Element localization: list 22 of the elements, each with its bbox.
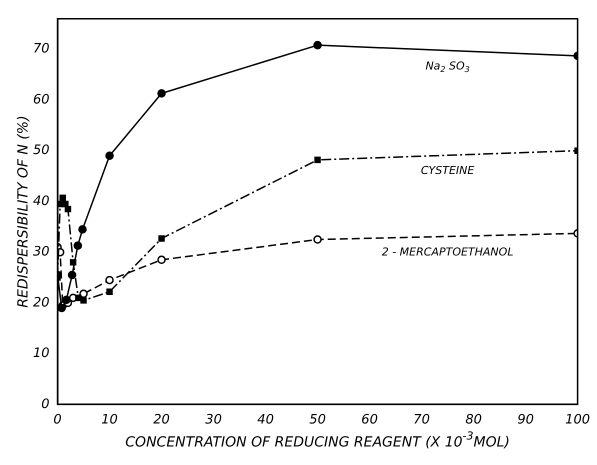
x-tick-label: 50 xyxy=(309,412,326,428)
x-tick-label: 70 xyxy=(413,412,430,428)
x-tick-label: 90 xyxy=(517,412,534,428)
x-tick-label: 100 xyxy=(565,412,590,428)
y-tick-label: 70 xyxy=(32,42,50,57)
x-tick-label: 10 xyxy=(101,412,118,428)
y-tick-label: 40 xyxy=(32,194,50,209)
y-tick-label: 50 xyxy=(32,143,50,158)
y-axis-title: REDISPERSIBILITY OF N (%) xyxy=(16,115,32,308)
x-tick-label: 30 xyxy=(205,412,222,428)
series-label: CYSTEINE xyxy=(420,164,474,178)
x-tick-label: 0 xyxy=(53,412,62,428)
y-tick-label: 20 xyxy=(32,295,50,310)
y-tick-label: 0 xyxy=(41,396,50,412)
x-tick-label: 60 xyxy=(361,412,378,428)
y-tick-label: 10 xyxy=(32,346,50,362)
x-tick-label: 80 xyxy=(465,412,482,428)
x-tick-label: 40 xyxy=(257,412,274,428)
series-label: 2 - MERCAPTOETHANOL xyxy=(382,245,514,258)
x-tick-label: 20 xyxy=(153,412,170,428)
y-tick-label: 30 xyxy=(32,244,50,260)
y-tick-label: 60 xyxy=(32,92,50,108)
